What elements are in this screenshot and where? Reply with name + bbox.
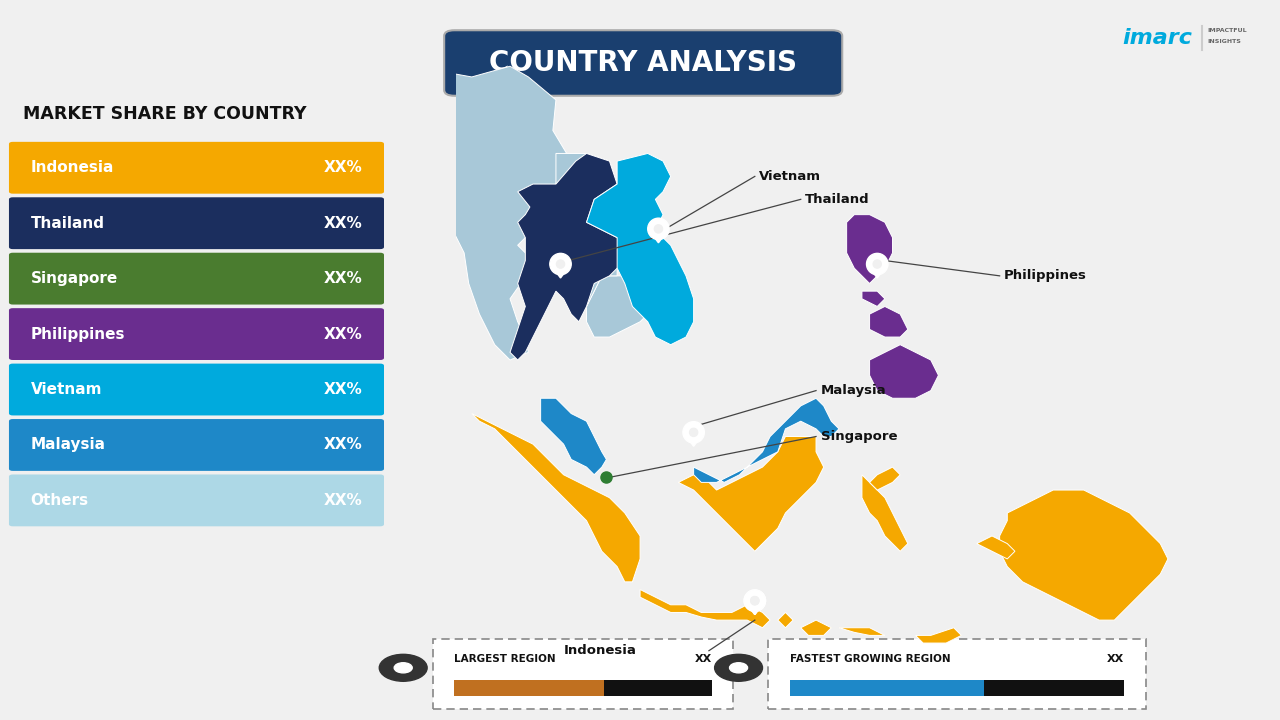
Polygon shape — [869, 467, 900, 490]
Text: Thailand: Thailand — [805, 193, 870, 206]
Text: XX%: XX% — [324, 493, 362, 508]
Text: Singapore: Singapore — [820, 430, 897, 443]
Circle shape — [873, 260, 882, 268]
Text: Philippines: Philippines — [31, 327, 125, 341]
Circle shape — [730, 662, 748, 673]
Polygon shape — [556, 153, 625, 307]
Polygon shape — [869, 307, 908, 337]
Text: XX%: XX% — [324, 382, 362, 397]
Polygon shape — [869, 267, 886, 278]
Polygon shape — [472, 413, 640, 582]
Text: Vietnam: Vietnam — [759, 170, 822, 183]
Text: COUNTRY ANALYSIS: COUNTRY ANALYSIS — [489, 49, 796, 76]
Text: Thailand: Thailand — [31, 216, 105, 230]
FancyBboxPatch shape — [433, 639, 733, 709]
Bar — [604, 680, 712, 696]
Polygon shape — [977, 536, 1015, 559]
Polygon shape — [686, 436, 701, 446]
Polygon shape — [861, 291, 884, 307]
Circle shape — [744, 590, 765, 611]
Text: imarc: imarc — [1123, 28, 1193, 48]
Polygon shape — [429, 66, 576, 360]
Polygon shape — [861, 474, 908, 552]
Text: Indonesia: Indonesia — [563, 644, 636, 657]
Polygon shape — [778, 613, 794, 628]
Circle shape — [550, 253, 571, 275]
Circle shape — [684, 422, 704, 443]
Circle shape — [867, 253, 888, 275]
Polygon shape — [869, 345, 938, 398]
Text: Philippines: Philippines — [1005, 269, 1087, 282]
Polygon shape — [1000, 490, 1167, 620]
Text: Malaysia: Malaysia — [820, 384, 886, 397]
Bar — [454, 680, 604, 696]
Text: XX%: XX% — [324, 216, 362, 230]
Polygon shape — [915, 628, 961, 643]
Polygon shape — [746, 604, 763, 615]
FancyBboxPatch shape — [9, 308, 384, 360]
Text: XX%: XX% — [324, 271, 362, 286]
Text: XX: XX — [1107, 654, 1124, 665]
Polygon shape — [678, 436, 824, 552]
Polygon shape — [640, 590, 771, 628]
Text: Indonesia: Indonesia — [31, 161, 114, 175]
Text: XX%: XX% — [324, 161, 362, 175]
Text: Vietnam: Vietnam — [31, 382, 102, 397]
Polygon shape — [586, 153, 694, 345]
FancyBboxPatch shape — [9, 253, 384, 305]
Text: IMPACTFUL: IMPACTFUL — [1207, 29, 1247, 33]
FancyBboxPatch shape — [9, 197, 384, 249]
FancyBboxPatch shape — [444, 30, 842, 96]
Text: XX: XX — [695, 654, 712, 665]
Text: INSIGHTS: INSIGHTS — [1207, 39, 1240, 43]
Text: Singapore: Singapore — [31, 271, 118, 286]
Circle shape — [744, 590, 765, 611]
Circle shape — [654, 225, 663, 233]
FancyBboxPatch shape — [9, 474, 384, 526]
Polygon shape — [746, 604, 763, 615]
Text: MARKET SHARE BY COUNTRY: MARKET SHARE BY COUNTRY — [23, 104, 306, 122]
Polygon shape — [540, 398, 607, 474]
Bar — [790, 680, 983, 696]
Circle shape — [751, 597, 759, 605]
Polygon shape — [650, 232, 667, 243]
Text: Others: Others — [31, 493, 88, 508]
Polygon shape — [586, 276, 655, 337]
Polygon shape — [838, 628, 884, 636]
Polygon shape — [694, 398, 838, 482]
FancyBboxPatch shape — [9, 364, 384, 415]
Circle shape — [648, 218, 669, 240]
Circle shape — [557, 260, 564, 268]
Circle shape — [379, 654, 428, 681]
Text: LARGEST REGION: LARGEST REGION — [454, 654, 556, 665]
Text: FASTEST GROWING REGION: FASTEST GROWING REGION — [790, 654, 950, 665]
Text: XX%: XX% — [324, 438, 362, 452]
Polygon shape — [801, 620, 831, 636]
FancyBboxPatch shape — [768, 639, 1146, 709]
Polygon shape — [509, 153, 625, 360]
Polygon shape — [385, 670, 421, 681]
FancyBboxPatch shape — [9, 142, 384, 194]
Text: Malaysia: Malaysia — [31, 438, 106, 452]
Polygon shape — [721, 670, 756, 681]
Polygon shape — [553, 267, 568, 278]
Circle shape — [714, 654, 763, 681]
FancyBboxPatch shape — [9, 419, 384, 471]
Text: XX%: XX% — [324, 327, 362, 341]
Circle shape — [690, 428, 698, 436]
Circle shape — [751, 597, 759, 605]
Polygon shape — [846, 215, 892, 284]
Bar — [983, 680, 1124, 696]
Circle shape — [394, 662, 412, 673]
